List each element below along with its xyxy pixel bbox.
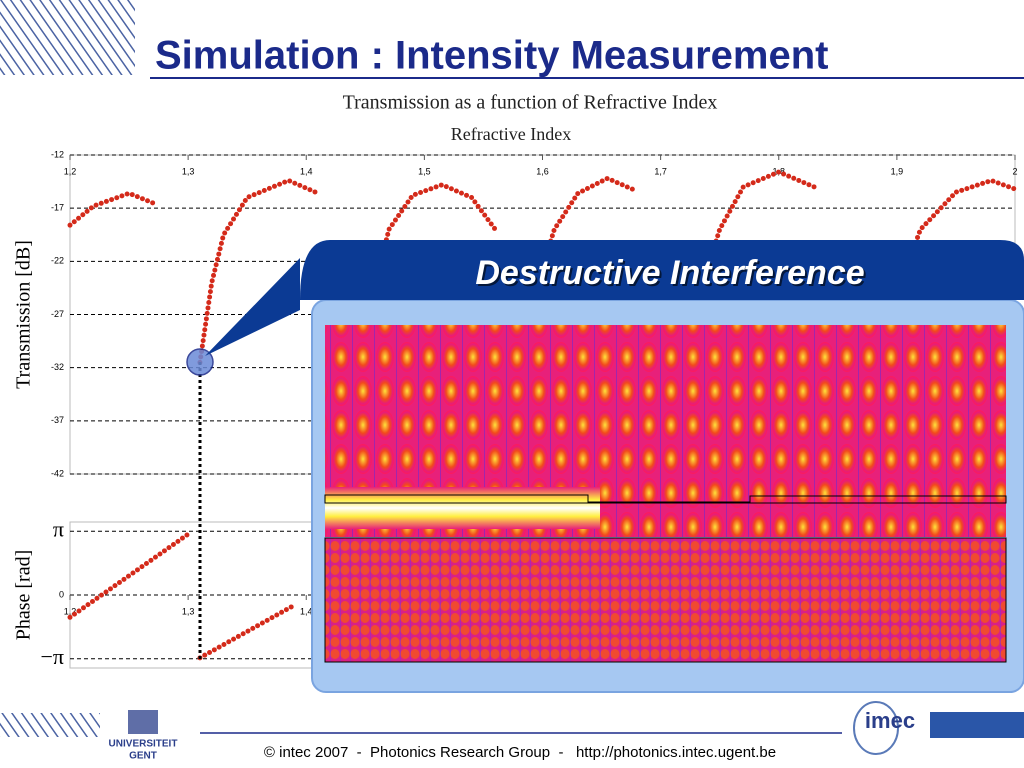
y-tick-label: -37 xyxy=(51,415,64,425)
decor xyxy=(0,0,135,75)
y-tick-label: -32 xyxy=(51,362,64,372)
y-axis-title: Transmission [dB] xyxy=(13,240,35,389)
x-tick-label: 1,2 xyxy=(64,606,77,616)
substrate-outline xyxy=(324,537,1007,663)
slide-title: Simulation : Intensity Measurement xyxy=(155,34,828,78)
callout-text: Destructive Interference xyxy=(475,254,864,292)
x-tick-label: 1,4 xyxy=(300,166,313,176)
logo-text: GENT xyxy=(129,751,157,762)
x-tick-label: 1,3 xyxy=(182,606,195,616)
data-line xyxy=(197,602,297,661)
footer: © intec 2007 - Photonics Research Group … xyxy=(264,744,776,761)
y-tick-label: −π xyxy=(40,644,64,669)
callout-pointer xyxy=(205,258,300,356)
x-axis-title: Refractive Index xyxy=(451,124,571,144)
x-tick-label: 1,2 xyxy=(64,166,77,176)
logo-swoosh xyxy=(853,701,899,755)
y-tick-label: 0 xyxy=(59,589,64,599)
x-tick-label: 1,4 xyxy=(300,606,313,616)
marker xyxy=(186,348,214,376)
y-tick-label: -17 xyxy=(51,203,64,213)
callout: Destructive Interference Destructive Int… xyxy=(205,240,1024,693)
y-tick-label: -27 xyxy=(51,309,64,319)
data-line xyxy=(67,190,156,228)
chart-title: Transmission as a function of Refractive… xyxy=(343,92,718,114)
y-tick-label: -22 xyxy=(51,256,64,266)
decor xyxy=(0,713,100,737)
callout-shadow: Destructive Interference xyxy=(477,256,866,294)
y-tick-label: -42 xyxy=(51,468,64,478)
y-tick-label: π xyxy=(53,516,64,541)
x-tick-label: 1,5 xyxy=(418,166,431,176)
x-tick-label: 1,3 xyxy=(182,166,195,176)
callout-header xyxy=(300,240,1024,300)
x-tick-label: 1,7 xyxy=(654,166,667,176)
logo-icon xyxy=(128,710,158,734)
x-tick-label: 1,6 xyxy=(536,166,549,176)
logo-imec: imec xyxy=(865,708,915,733)
data-line xyxy=(67,531,191,620)
waveguide xyxy=(325,487,600,529)
y-axis-title: Phase [rad] xyxy=(13,550,35,641)
structure-outline xyxy=(324,494,1007,504)
logo-text: UNIVERSITEIT xyxy=(109,739,178,750)
x-tick-label: 1,9 xyxy=(891,166,904,176)
x-tick-label: 2 xyxy=(1012,166,1017,176)
field-lower xyxy=(325,538,1006,662)
footer-bar xyxy=(930,712,1024,738)
y-tick-label: -12 xyxy=(51,149,64,159)
data-line xyxy=(197,177,321,365)
